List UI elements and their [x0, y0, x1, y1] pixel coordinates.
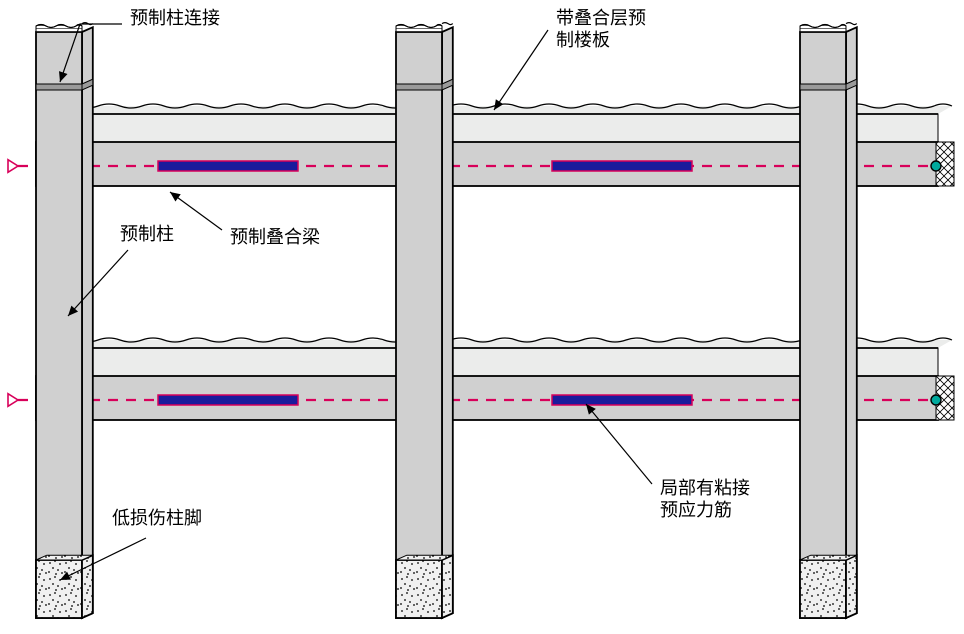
label-text: 低损伤柱脚	[112, 508, 202, 528]
column-connection-joint	[396, 84, 442, 90]
precast-column	[36, 23, 93, 618]
precast-column	[800, 23, 857, 618]
tendon-anchor-marker	[8, 394, 18, 407]
label-text: 局部有粘接	[660, 478, 750, 498]
label-text: 预应力筋	[660, 500, 732, 520]
column-connection-joint	[36, 84, 82, 90]
precast-column	[396, 23, 453, 618]
label-text: 制楼板	[556, 30, 610, 50]
low-damage-column-base	[800, 560, 846, 618]
tendon-anchor-ring	[931, 395, 941, 405]
low-damage-column-base	[396, 560, 442, 618]
label-text: 预制柱连接	[130, 8, 220, 28]
column-connection-joint	[800, 84, 846, 90]
callout	[170, 192, 222, 230]
tendon-anchor-ring	[931, 161, 941, 171]
callout	[494, 30, 548, 110]
low-damage-column-base	[36, 560, 82, 618]
tendon-anchor-marker	[8, 160, 18, 173]
bonded-tendon-segment	[158, 395, 298, 405]
label-text: 带叠合层预	[556, 8, 646, 28]
label-text: 预制柱	[120, 224, 174, 244]
bonded-tendon-segment	[552, 395, 692, 405]
label-text: 预制叠合梁	[230, 227, 320, 247]
bonded-tendon-segment	[552, 161, 692, 171]
bonded-tendon-segment	[158, 161, 298, 171]
